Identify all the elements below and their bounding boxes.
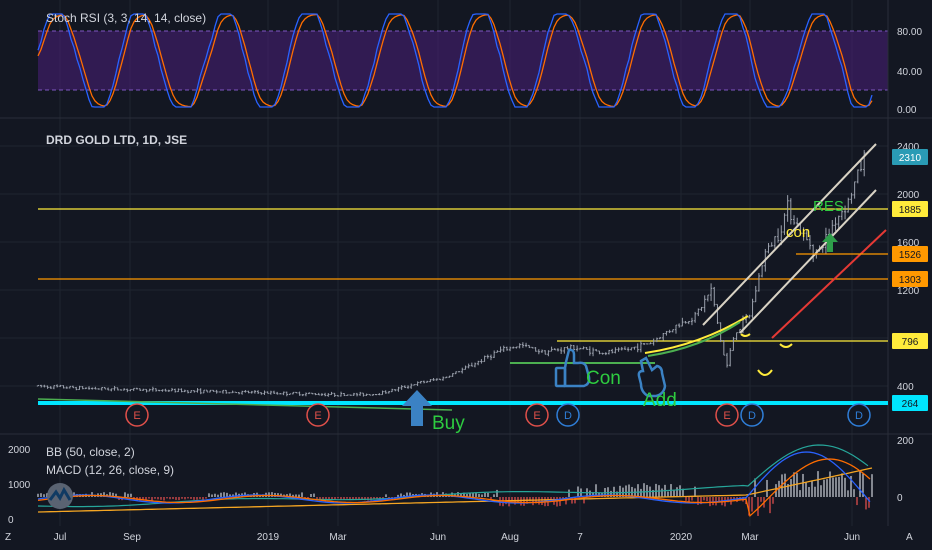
macd-title: MACD (12, 26, close, 9) bbox=[46, 463, 174, 477]
stoch-k-line bbox=[37, 13, 873, 108]
price-tag-1303 bbox=[892, 271, 928, 287]
bb-basis-line bbox=[37, 467, 873, 513]
shoulder-marker-right bbox=[779, 343, 793, 348]
price-tag-796 bbox=[892, 333, 928, 349]
buy-annotation: Buy bbox=[432, 413, 465, 434]
price-tag-2310 bbox=[892, 149, 928, 165]
bb-title: BB (50, close, 2) bbox=[46, 445, 135, 459]
x-tick: Sep bbox=[123, 532, 141, 543]
add-annotation: Add bbox=[643, 390, 677, 411]
channel-lower-line-red bbox=[771, 229, 887, 339]
bb-left-tick: 2000 bbox=[8, 445, 31, 456]
x-tick: Mar bbox=[329, 532, 347, 543]
curve-support-yellow bbox=[644, 315, 749, 354]
x-tick: 2019 bbox=[257, 532, 280, 543]
event-marker-label: E bbox=[533, 410, 540, 422]
bb-left-tick: 0 bbox=[8, 515, 14, 526]
price-tag-label: 796 bbox=[902, 337, 919, 348]
x-tick: Mar bbox=[741, 532, 759, 543]
price-y-tick: 400 bbox=[897, 382, 914, 393]
price-tag-1526 bbox=[892, 246, 928, 262]
stoch-d-line bbox=[37, 13, 873, 108]
con-annotation: Con bbox=[586, 368, 621, 389]
event-marker-earnings bbox=[306, 403, 330, 427]
head-marker bbox=[757, 369, 773, 376]
signal-line bbox=[37, 458, 871, 518]
event-marker-earnings bbox=[125, 403, 149, 427]
channel-upper-line bbox=[702, 143, 877, 326]
stoch-title: Stoch RSI (3, 3, 14, 14, close) bbox=[46, 11, 206, 25]
x-tick: Jun bbox=[844, 532, 860, 543]
price-tag-label: 1303 bbox=[899, 275, 922, 286]
x-axis: Jul Sep 2019 Mar Jun Aug 7 2020 Mar Jun bbox=[54, 532, 860, 543]
price-y-tick: 1200 bbox=[897, 286, 920, 297]
x-tick: Aug bbox=[501, 532, 519, 543]
event-marker-dividend bbox=[847, 403, 871, 427]
stoch-y-tick: 40.00 bbox=[897, 67, 922, 78]
stoch-y-tick: 0.00 bbox=[897, 105, 917, 116]
price-bars bbox=[36, 150, 866, 398]
event-marker-earnings bbox=[525, 403, 549, 427]
pointing-hand-icon bbox=[637, 356, 667, 398]
thumbs-up-icon bbox=[554, 348, 591, 388]
event-marker-dividend bbox=[740, 403, 764, 427]
indicator-lines bbox=[37, 444, 873, 518]
con-annotation-2: con bbox=[786, 224, 810, 241]
price-y-tick: 2000 bbox=[897, 190, 920, 201]
event-marker-label: E bbox=[314, 410, 321, 422]
x-tick: 2020 bbox=[670, 532, 693, 543]
price-tags: 2310 1885 1526 1303 796 264 bbox=[892, 149, 928, 411]
stoch-y-tick: 80.00 bbox=[897, 27, 922, 38]
macd-right-tick: 200 bbox=[897, 436, 914, 447]
price-tag-label: 264 bbox=[902, 399, 919, 410]
long-term-trendline bbox=[37, 398, 453, 411]
bb-left-tick: 1000 bbox=[8, 480, 31, 491]
event-marker-label: D bbox=[748, 410, 756, 422]
symbol-title: DRD GOLD LTD, 1D, JSE bbox=[46, 133, 187, 147]
stoch-rsi-lines bbox=[37, 13, 873, 108]
price-y-tick: 1600 bbox=[897, 238, 920, 249]
price-tag-264 bbox=[892, 395, 928, 411]
up-arrow-green-icon bbox=[822, 233, 838, 252]
event-marker-label: D bbox=[855, 410, 863, 422]
price-tag-1885 bbox=[892, 201, 928, 217]
curve-support-green bbox=[647, 321, 741, 357]
event-marker-label: E bbox=[133, 410, 140, 422]
res-annotation: RES bbox=[813, 198, 844, 215]
x-tick: Jun bbox=[430, 532, 446, 543]
price-y-tick: 2400 bbox=[897, 142, 920, 153]
price-tag-label: 1885 bbox=[899, 205, 922, 216]
price-tag-label: 1526 bbox=[899, 250, 922, 261]
buy-arrow-icon bbox=[402, 390, 432, 426]
event-marker-earnings bbox=[715, 403, 739, 427]
auto-scale-toggle-icon[interactable]: A bbox=[906, 532, 913, 543]
x-tick: 7 bbox=[577, 532, 583, 543]
price-tag-label: 2310 bbox=[899, 153, 922, 164]
event-marker-label: E bbox=[723, 410, 730, 422]
event-marker-dividend bbox=[556, 403, 580, 427]
timezone-toggle-icon[interactable]: Z bbox=[5, 532, 11, 543]
tradingview-logo-icon[interactable] bbox=[47, 483, 73, 509]
event-marker-label: D bbox=[564, 410, 572, 422]
x-tick: Jul bbox=[54, 532, 67, 543]
y-axes: 80.0040.000.0024002000160012004002000100… bbox=[8, 27, 922, 526]
channel-middle-line bbox=[739, 189, 877, 334]
shoulder-marker-left bbox=[740, 333, 751, 337]
macd-right-tick: 0 bbox=[897, 493, 903, 504]
